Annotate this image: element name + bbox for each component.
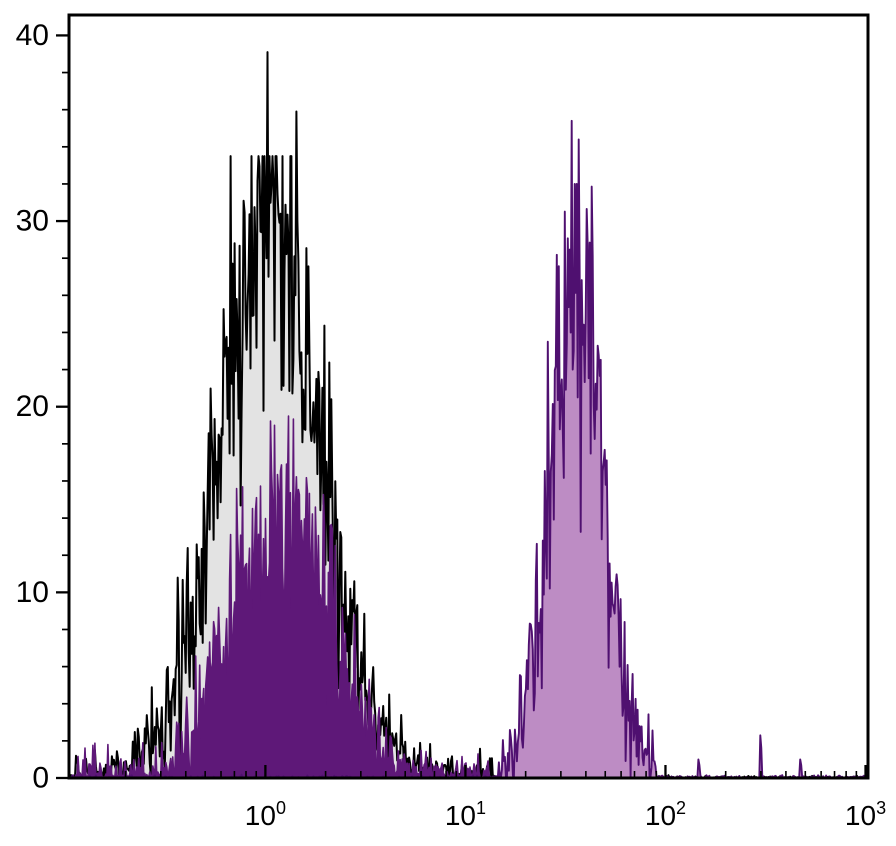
- svg-text:100: 100: [245, 798, 286, 831]
- svg-text:10: 10: [16, 576, 49, 609]
- svg-text:20: 20: [16, 390, 49, 423]
- svg-text:102: 102: [645, 798, 686, 831]
- svg-text:103: 103: [845, 798, 886, 831]
- svg-text:0: 0: [32, 762, 49, 795]
- svg-text:30: 30: [16, 205, 49, 238]
- svg-text:101: 101: [445, 798, 486, 831]
- svg-text:40: 40: [16, 19, 49, 52]
